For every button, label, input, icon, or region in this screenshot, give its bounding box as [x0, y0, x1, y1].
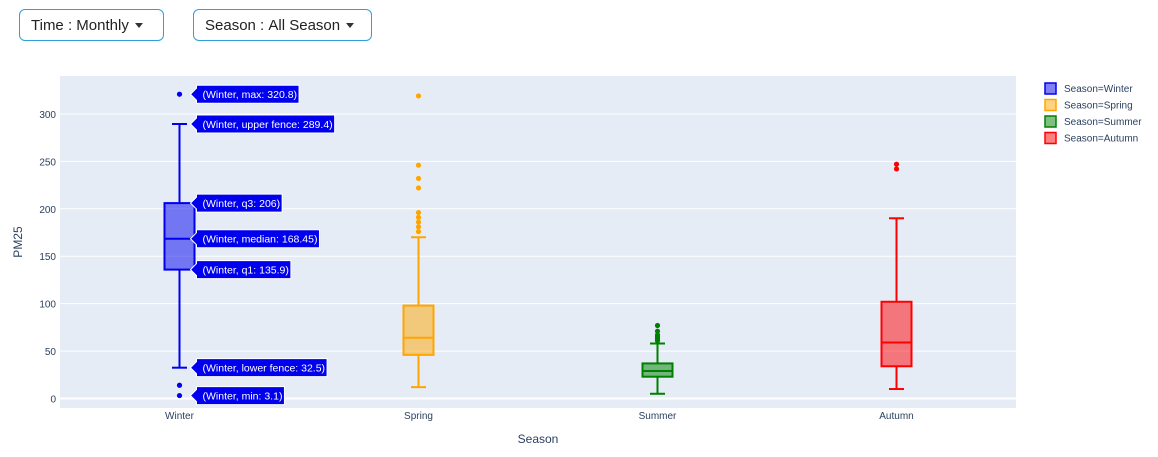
box-summer	[641, 322, 674, 395]
legend-item-spring: Season=Spring	[1044, 98, 1133, 112]
hover-label: (Winter, upper fence: 289.4)	[189, 114, 336, 134]
legend-label: Season=Summer	[1064, 117, 1142, 128]
outlier-point	[654, 334, 661, 340]
season-dropdown[interactable]: Season : All Season	[193, 9, 372, 41]
hover-label-box	[189, 358, 328, 378]
time-dropdown[interactable]: Time : Monthly	[19, 9, 164, 41]
outlier-point	[176, 91, 183, 97]
outlier-point	[893, 166, 900, 172]
hover-label-text: (Winter, max: 320.8)	[203, 89, 298, 101]
y-axis-title: PM25	[11, 226, 25, 258]
y-tick-label: 150	[39, 252, 56, 263]
x-tick-label: Autumn	[879, 411, 913, 422]
box-autumn	[880, 161, 913, 391]
hover-label: (Winter, q3: 206)	[189, 193, 283, 213]
outlier-point	[654, 322, 661, 329]
outlier-point	[654, 332, 661, 338]
hover-label-text: (Winter, q1: 135.9)	[203, 265, 289, 277]
hover-label-box	[189, 229, 320, 249]
legend-label: Season=Spring	[1064, 101, 1133, 112]
x-tick-label: Spring	[404, 411, 433, 422]
season-dropdown-value: All Season	[268, 16, 341, 34]
legend-item-autumn: Season=Autumn	[1044, 131, 1138, 145]
outlier-point	[415, 175, 422, 182]
legend-swatch	[1044, 131, 1057, 145]
time-dropdown-value: Monthly	[76, 16, 129, 34]
y-tick-label: 200	[39, 205, 56, 216]
hover-label-box	[189, 193, 283, 213]
legend-swatch	[1044, 82, 1057, 95]
outlier-point	[415, 209, 422, 216]
iqr-box	[880, 300, 913, 368]
outlier-point	[415, 162, 422, 168]
x-axis-title: Season	[518, 432, 559, 446]
iqr-box	[402, 304, 435, 356]
hover-label: (Winter, min: 3.1)	[189, 386, 285, 406]
iqr-box	[641, 362, 674, 378]
outlier-point	[654, 336, 661, 342]
legend-item-winter: Season=Winter	[1044, 82, 1133, 95]
hover-label: (Winter, median: 168.45)	[189, 229, 320, 249]
outlier-point	[893, 161, 900, 167]
caret-down-icon	[346, 22, 355, 28]
x-tick-label: Summer	[639, 411, 677, 422]
hover-label: (Winter, max: 320.8)	[189, 84, 300, 104]
box-spring	[402, 93, 435, 389]
outlier-point	[415, 93, 422, 99]
outlier-point	[415, 214, 422, 220]
hover-label: (Winter, lower fence: 32.5)	[189, 358, 328, 378]
hover-label: (Winter, q1: 135.9)	[189, 260, 292, 280]
outlier-point	[415, 219, 422, 225]
hover-label-text: (Winter, median: 168.45)	[203, 234, 318, 246]
hover-label-box	[189, 114, 336, 134]
time-dropdown-label: Time	[31, 16, 64, 34]
season-dropdown-label: Season	[205, 16, 256, 34]
legend-label: Season=Winter	[1064, 84, 1133, 95]
x-tick-label: Winter	[165, 411, 195, 422]
outlier-point	[415, 228, 422, 235]
iqr-box	[163, 202, 196, 271]
y-tick-label: 0	[50, 395, 56, 406]
outlier-point	[176, 392, 183, 399]
hover-label-text: (Winter, upper fence: 289.4)	[203, 119, 333, 131]
legend-swatch	[1044, 115, 1057, 128]
time-dropdown-separator: :	[63, 16, 77, 34]
outlier-point	[176, 382, 183, 388]
hover-label-box	[189, 386, 285, 406]
caret-down-icon	[134, 22, 143, 28]
outlier-point	[415, 185, 422, 191]
outlier-point	[415, 224, 422, 230]
outlier-point	[654, 328, 661, 334]
y-tick-label: 50	[45, 347, 57, 358]
legend-item-summer: Season=Summer	[1044, 115, 1142, 128]
hover-label-box	[189, 84, 300, 104]
box-winter	[163, 91, 196, 399]
legend-swatch	[1044, 98, 1057, 112]
outlier-point	[654, 338, 661, 344]
season-dropdown-separator: :	[255, 16, 269, 34]
hover-label-text: (Winter, min: 3.1)	[203, 391, 283, 403]
plot-area-background	[60, 76, 1016, 408]
hover-label-text: (Winter, lower fence: 32.5)	[203, 363, 326, 375]
y-tick-label: 250	[39, 157, 56, 168]
legend-label: Season=Autumn	[1064, 134, 1138, 145]
hover-label-box	[189, 260, 292, 280]
y-tick-label: 300	[39, 110, 56, 121]
hover-label-text: (Winter, q3: 206)	[203, 198, 281, 210]
y-tick-label: 100	[39, 300, 56, 311]
